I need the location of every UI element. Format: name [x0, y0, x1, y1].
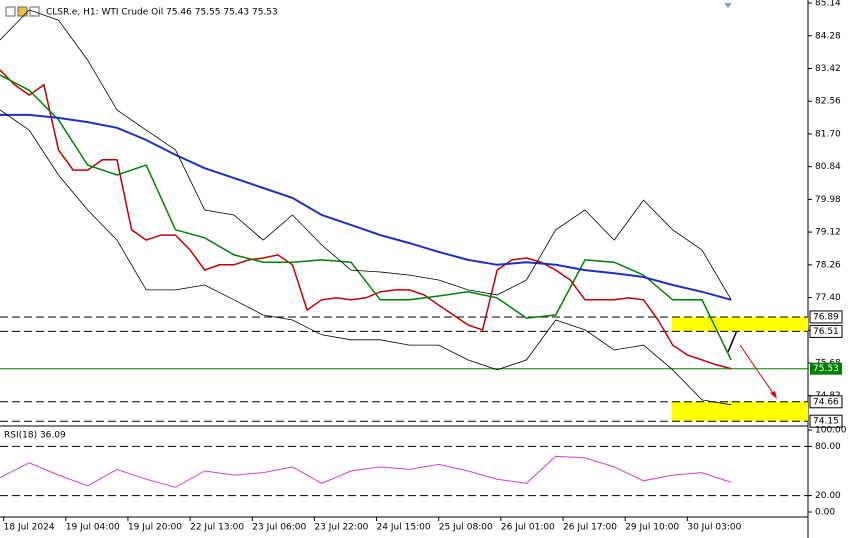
arrow-down: [739, 344, 776, 397]
x-tick-label: 25 Jul 08:00: [439, 523, 493, 533]
icon: [17, 6, 28, 17]
arrow-up: [727, 327, 739, 353]
y-tick-label: 80.84: [815, 162, 841, 172]
rsi-title: RSI(18) 36.09: [4, 431, 66, 441]
zone: [672, 316, 808, 332]
arrow-head: [770, 391, 777, 399]
y-tick-label: 0.00: [815, 508, 835, 518]
y-tick-label: 81.70: [815, 129, 841, 139]
y-tick-label: 82.56: [815, 97, 841, 107]
level-label-box: [809, 414, 843, 428]
x-tick-label: 19 Jul 20:00: [128, 523, 182, 533]
current-price-label: 75.53: [813, 364, 839, 374]
series-line: [0, 9, 732, 301]
x-tick-label: 22 Jul 13:00: [190, 523, 244, 533]
x-tick-label: 26 Jul 01:00: [501, 523, 555, 533]
level-label: 74.66: [813, 397, 839, 407]
x-tick-label: 23 Jul 06:00: [252, 523, 306, 533]
y-tick-label: 80.00: [815, 442, 841, 452]
y-tick-label: 79.98: [815, 195, 841, 205]
x-tick-label: 24 Jul 15:00: [377, 523, 431, 533]
level-label: 74.15: [813, 417, 839, 427]
icon: [29, 6, 40, 17]
y-tick-label: 83.42: [815, 64, 841, 74]
zone: [672, 401, 808, 422]
level-label-box: [809, 395, 843, 409]
y-tick-label: 85.14: [815, 0, 841, 9]
y-tick-label: 79.12: [815, 228, 841, 238]
toolbar: [5, 6, 40, 17]
series-line: [0, 74, 732, 361]
series-line: [0, 109, 732, 406]
x-tick-label: 18 Jul 2024: [4, 523, 55, 533]
y-tick-label: 100.00: [815, 426, 847, 436]
x-tick-label: 29 Jul 10:00: [625, 523, 679, 533]
y-tick-label: 84.28: [815, 31, 841, 41]
x-tick-label: 30 Jul 03:00: [687, 523, 741, 533]
current-price-box: [810, 362, 842, 375]
icon: [5, 6, 16, 17]
y-tick-label: 20.00: [815, 491, 841, 501]
level-label-box: [809, 324, 843, 338]
chart-title: CLSR.e, H1: WTI Crude Oil 75.46 75.55 75…: [46, 8, 278, 18]
level-label-box: [809, 310, 843, 324]
x-tick-label: 26 Jul 17:00: [563, 523, 617, 533]
series-line: [0, 69, 732, 370]
level-label: 76.89: [813, 312, 839, 322]
series-line: [0, 113, 732, 301]
series-line: [0, 455, 732, 488]
y-tick-label: 78.26: [815, 260, 841, 270]
level-label: 76.51: [813, 327, 839, 337]
x-tick-label: 23 Jul 22:00: [314, 523, 368, 533]
x-tick-label: 19 Jul 04:00: [66, 523, 120, 533]
y-tick-label: 77.40: [815, 293, 841, 303]
shift-marker: [724, 3, 732, 8]
